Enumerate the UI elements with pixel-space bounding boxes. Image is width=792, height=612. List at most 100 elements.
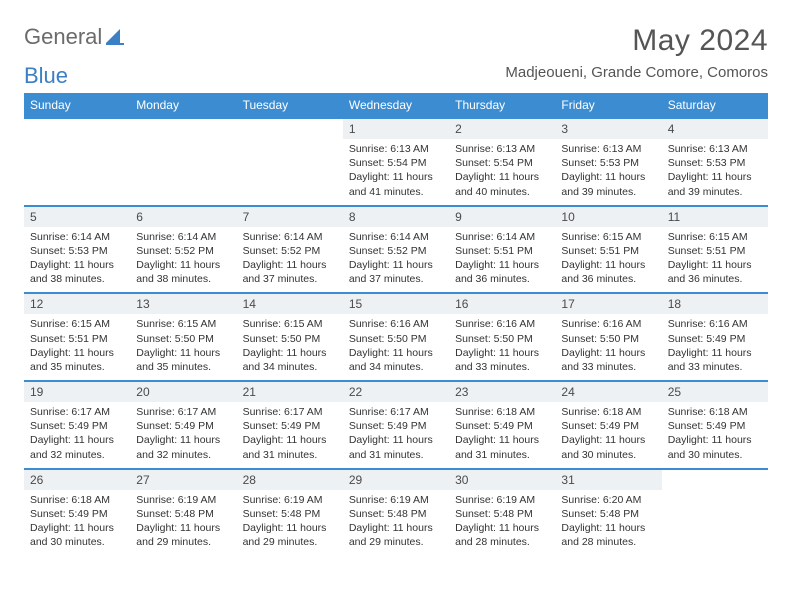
sunset-line: Sunset: 5:49 PM — [561, 419, 655, 433]
sunrise-line: Sunrise: 6:14 AM — [136, 230, 230, 244]
day-cell: 21Sunrise: 6:17 AMSunset: 5:49 PMDayligh… — [237, 381, 343, 469]
sunrise-line: Sunrise: 6:17 AM — [349, 405, 443, 419]
day-number: 29 — [343, 470, 449, 490]
day-cell: 9Sunrise: 6:14 AMSunset: 5:51 PMDaylight… — [449, 206, 555, 294]
sunset-line: Sunset: 5:50 PM — [455, 332, 549, 346]
sunset-line: Sunset: 5:50 PM — [243, 332, 337, 346]
sunset-line: Sunset: 5:52 PM — [243, 244, 337, 258]
sunrise-line: Sunrise: 6:15 AM — [30, 317, 124, 331]
day-cell: 2Sunrise: 6:13 AMSunset: 5:54 PMDaylight… — [449, 118, 555, 206]
day-details: Sunrise: 6:16 AMSunset: 5:50 PMDaylight:… — [449, 314, 555, 380]
sunset-line: Sunset: 5:51 PM — [30, 332, 124, 346]
day-cell: 11Sunrise: 6:15 AMSunset: 5:51 PMDayligh… — [662, 206, 768, 294]
day-details: Sunrise: 6:16 AMSunset: 5:50 PMDaylight:… — [555, 314, 661, 380]
day-cell: 18Sunrise: 6:16 AMSunset: 5:49 PMDayligh… — [662, 293, 768, 381]
month-title: May 2024 — [505, 24, 768, 58]
sunset-line: Sunset: 5:51 PM — [455, 244, 549, 258]
sunset-line: Sunset: 5:48 PM — [349, 507, 443, 521]
sunset-line: Sunset: 5:50 PM — [136, 332, 230, 346]
day-number: 10 — [555, 207, 661, 227]
sunset-line: Sunset: 5:49 PM — [30, 419, 124, 433]
day-number: 21 — [237, 382, 343, 402]
day-details: Sunrise: 6:16 AMSunset: 5:50 PMDaylight:… — [343, 314, 449, 380]
day-number: 28 — [237, 470, 343, 490]
day-details: Sunrise: 6:19 AMSunset: 5:48 PMDaylight:… — [237, 490, 343, 556]
sunrise-line: Sunrise: 6:15 AM — [243, 317, 337, 331]
sunrise-line: Sunrise: 6:14 AM — [349, 230, 443, 244]
day-cell: 29Sunrise: 6:19 AMSunset: 5:48 PMDayligh… — [343, 469, 449, 556]
sunset-line: Sunset: 5:53 PM — [561, 156, 655, 170]
sunrise-line: Sunrise: 6:14 AM — [30, 230, 124, 244]
daylight-line: Daylight: 11 hours and 37 minutes. — [243, 258, 337, 286]
day-details: Sunrise: 6:15 AMSunset: 5:51 PMDaylight:… — [24, 314, 130, 380]
sunset-line: Sunset: 5:48 PM — [455, 507, 549, 521]
day-number: 11 — [662, 207, 768, 227]
sunset-line: Sunset: 5:50 PM — [349, 332, 443, 346]
sunset-line: Sunset: 5:49 PM — [30, 507, 124, 521]
daylight-line: Daylight: 11 hours and 31 minutes. — [243, 433, 337, 461]
sunset-line: Sunset: 5:52 PM — [136, 244, 230, 258]
sunrise-line: Sunrise: 6:20 AM — [561, 493, 655, 507]
week-row: 1Sunrise: 6:13 AMSunset: 5:54 PMDaylight… — [24, 118, 768, 206]
daylight-line: Daylight: 11 hours and 34 minutes. — [349, 346, 443, 374]
sunset-line: Sunset: 5:54 PM — [349, 156, 443, 170]
sunset-line: Sunset: 5:49 PM — [455, 419, 549, 433]
day-details: Sunrise: 6:16 AMSunset: 5:49 PMDaylight:… — [662, 314, 768, 380]
day-cell: 22Sunrise: 6:17 AMSunset: 5:49 PMDayligh… — [343, 381, 449, 469]
day-cell: 13Sunrise: 6:15 AMSunset: 5:50 PMDayligh… — [130, 293, 236, 381]
day-details: Sunrise: 6:15 AMSunset: 5:50 PMDaylight:… — [130, 314, 236, 380]
day-details: Sunrise: 6:14 AMSunset: 5:52 PMDaylight:… — [237, 227, 343, 293]
day-cell: 26 Sunrise: 6:18 AMSunset: 5:49 PMDayligh… — [24, 469, 130, 556]
daylight-line: Daylight: 11 hours and 38 minutes. — [136, 258, 230, 286]
daylight-line: Daylight: 11 hours and 32 minutes. — [30, 433, 124, 461]
day-number: 22 — [343, 382, 449, 402]
daylight-line: Daylight: 11 hours and 34 minutes. — [243, 346, 337, 374]
logo-word-1: General — [24, 24, 102, 50]
day-number: 20 — [130, 382, 236, 402]
sunrise-line: Sunrise: 6:13 AM — [455, 142, 549, 156]
daylight-line: Daylight: 11 hours and 30 minutes. — [30, 521, 124, 549]
day-cell: 1Sunrise: 6:13 AMSunset: 5:54 PMDaylight… — [343, 118, 449, 206]
day-cell: 12Sunrise: 6:15 AMSunset: 5:51 PMDayligh… — [24, 293, 130, 381]
day-header: Tuesday — [237, 93, 343, 118]
daylight-line: Daylight: 11 hours and 31 minutes. — [349, 433, 443, 461]
day-details: Sunrise: 6:17 AMSunset: 5:49 PMDaylight:… — [24, 402, 130, 468]
week-row: 26Sunrise: 6:18 AMSunset: 5:49 PMDayligh… — [24, 469, 768, 556]
day-number: 9 — [449, 207, 555, 227]
day-header: Wednesday — [343, 93, 449, 118]
day-number: 26 — [24, 470, 130, 490]
daylight-line: Daylight: 11 hours and 29 minutes. — [136, 521, 230, 549]
day-cell: 3Sunrise: 6:13 AMSunset: 5:53 PMDaylight… — [555, 118, 661, 206]
day-details: Sunrise: 6:17 AMSunset: 5:49 PMDaylight:… — [130, 402, 236, 468]
sunrise-line: Sunrise: 6:17 AM — [243, 405, 337, 419]
day-number: 2 — [449, 119, 555, 139]
daylight-line: Daylight: 11 hours and 35 minutes. — [136, 346, 230, 374]
sunset-line: Sunset: 5:51 PM — [561, 244, 655, 258]
sunrise-line: Sunrise: 6:19 AM — [349, 493, 443, 507]
empty-cell — [237, 118, 343, 206]
sunrise-line: Sunrise: 6:18 AM — [30, 493, 124, 507]
daylight-line: Daylight: 11 hours and 40 minutes. — [455, 170, 549, 198]
day-details: Sunrise: 6:13 AMSunset: 5:54 PMDaylight:… — [449, 139, 555, 205]
daylight-line: Daylight: 11 hours and 31 minutes. — [455, 433, 549, 461]
sunrise-line: Sunrise: 6:16 AM — [455, 317, 549, 331]
sunrise-line: Sunrise: 6:15 AM — [136, 317, 230, 331]
day-details: Sunrise: 6:15 AMSunset: 5:51 PMDaylight:… — [662, 227, 768, 293]
empty-cell — [130, 118, 236, 206]
empty-cell — [662, 469, 768, 556]
day-number: 30 — [449, 470, 555, 490]
daylight-line: Daylight: 11 hours and 36 minutes. — [561, 258, 655, 286]
day-details: Sunrise: 6:14 AMSunset: 5:53 PMDaylight:… — [24, 227, 130, 293]
week-row: 19Sunrise: 6:17 AMSunset: 5:49 PMDayligh… — [24, 381, 768, 469]
daylight-line: Daylight: 11 hours and 36 minutes. — [668, 258, 762, 286]
sunset-line: Sunset: 5:49 PM — [136, 419, 230, 433]
sunrise-line: Sunrise: 6:16 AM — [561, 317, 655, 331]
daylight-line: Daylight: 11 hours and 28 minutes. — [561, 521, 655, 549]
day-details: Sunrise: 6:15 AMSunset: 5:51 PMDaylight:… — [555, 227, 661, 293]
daylight-line: Daylight: 11 hours and 37 minutes. — [349, 258, 443, 286]
day-cell: 30Sunrise: 6:19 AMSunset: 5:48 PMDayligh… — [449, 469, 555, 556]
sunrise-line: Sunrise: 6:18 AM — [668, 405, 762, 419]
sunset-line: Sunset: 5:48 PM — [561, 507, 655, 521]
day-cell: 24Sunrise: 6:18 AMSunset: 5:49 PMDayligh… — [555, 381, 661, 469]
day-details: Sunrise: 6:17 AMSunset: 5:49 PMDaylight:… — [343, 402, 449, 468]
